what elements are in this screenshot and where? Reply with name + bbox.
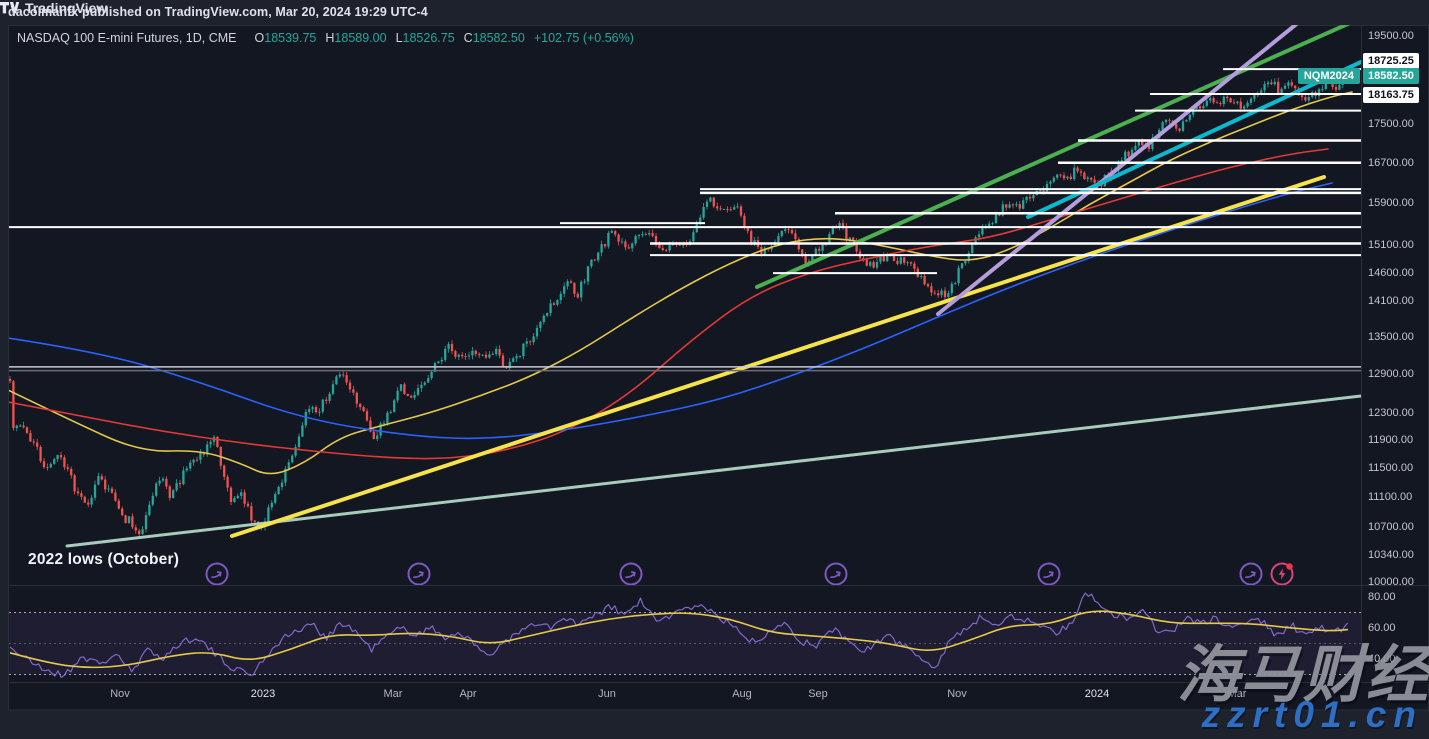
rsi-axis-tick[interactable]: 60.00 (1368, 622, 1396, 634)
time-axis-tick[interactable]: 2023 (250, 688, 276, 700)
flash-notification-icon[interactable] (1270, 562, 1294, 586)
price-axis-tick[interactable]: 14100.00 (1368, 295, 1414, 308)
ohlc-high-label: H (325, 31, 335, 45)
time-axis-tick[interactable]: Apr (459, 688, 477, 700)
trendline-primary-uptrend-yellow[interactable] (230, 175, 1326, 538)
rsi-axis-tick[interactable]: 80.00 (1368, 591, 1396, 603)
rsi-pane[interactable] (9, 592, 1361, 678)
time-axis-tick[interactable]: Nov (110, 688, 130, 700)
jump-arrow-marker-icon[interactable] (824, 562, 848, 586)
jump-arrow-marker-icon[interactable] (1239, 562, 1263, 586)
price-axis-tick[interactable]: 12900.00 (1368, 367, 1414, 380)
time-axis-tick[interactable]: Aug (732, 688, 752, 700)
ma-fast-yellow[interactable] (8, 91, 1353, 475)
rsi-line (9, 592, 1349, 678)
jump-arrow-marker-icon[interactable] (619, 562, 643, 586)
jump-arrow-marker-icon[interactable] (1037, 562, 1061, 586)
rsi-ma-line (9, 610, 1349, 669)
price-axis-tick[interactable]: 17500.00 (1368, 118, 1414, 131)
price-axis-tick[interactable]: 16700.00 (1368, 156, 1414, 169)
price-axis-tick[interactable]: 11900.00 (1368, 433, 1414, 446)
ohlc-close-label: C (463, 31, 473, 45)
ohlc-open-label: O (254, 31, 265, 45)
price-pane[interactable] (8, 5, 1361, 548)
ma-mid-red[interactable] (8, 148, 1329, 460)
last-price-badge: 18582.50 (1363, 68, 1419, 84)
ohlc-close-value: 18582.50 (472, 31, 525, 45)
symbol-title: NASDAQ 100 E-mini Futures, 1D, CME (17, 31, 237, 45)
publish-byline: dacolmanfx published on TradingView.com,… (8, 5, 428, 19)
rsi-axis-tick[interactable]: 40.00 (1368, 653, 1396, 665)
ohlc-open-value: 18539.75 (264, 31, 317, 45)
price-axis-tick[interactable]: 11100.00 (1368, 490, 1413, 503)
chart-text-annotation[interactable]: 2022 lows (October) (28, 551, 180, 568)
trendline-accelerated-trend-purple[interactable] (936, 5, 1320, 316)
price-axis-tick[interactable]: 13500.00 (1368, 330, 1414, 343)
ohlc-low-value: 18526.75 (402, 31, 455, 45)
time-axis-tick[interactable]: 2024 (1084, 688, 1110, 700)
ohlc-high-value: 18589.00 (334, 31, 387, 45)
price-axis-tick[interactable]: 10340.00 (1368, 548, 1414, 561)
price-axis-tick[interactable]: 15900.00 (1368, 196, 1414, 209)
tradingview-logo-text: TradingView (25, 0, 108, 16)
price-axis-tick[interactable]: 19500.00 (1368, 30, 1414, 42)
price-axis-tick[interactable]: 11500.00 (1368, 461, 1414, 474)
tradingview-logo[interactable]: TradingView (0, 0, 1429, 16)
time-axis-tick[interactable]: Sep (808, 688, 828, 700)
price-axis-tick[interactable]: 15100.00 (1368, 239, 1414, 252)
watermark-url: zzrt01.cn (1201, 694, 1423, 735)
price-level-badge-upper: 18725.25 (1363, 53, 1419, 69)
change-value: +102.75 (+0.56%) (533, 31, 634, 45)
jump-arrow-marker-icon[interactable] (205, 562, 229, 586)
price-level-badge-lower: 18163.75 (1363, 87, 1419, 103)
time-axis-tick[interactable]: Nov (947, 688, 967, 700)
price-axis-tick[interactable]: 14600.00 (1368, 266, 1414, 279)
price-axis-tick[interactable]: 10000.00 (1368, 576, 1414, 588)
jump-arrow-marker-icon[interactable] (407, 562, 431, 586)
price-axis-tick[interactable]: 12300.00 (1368, 406, 1414, 419)
watermark-cn: 海马财经 (1176, 641, 1429, 710)
ma-slow-blue[interactable] (8, 182, 1333, 440)
time-axis-tick[interactable]: Mar (1227, 688, 1247, 700)
contract-tag-badge: NQM2024 (1297, 68, 1360, 84)
ohlc-low-label: L (395, 31, 403, 45)
time-axis-tick[interactable]: Mar (383, 688, 403, 700)
time-axis-tick[interactable]: Jun (598, 688, 616, 700)
chart-legend: NASDAQ 100 E-mini Futures, 1D, CME O18539… (17, 31, 634, 45)
tradingview-logo-icon (0, 2, 19, 14)
price-axis-tick[interactable]: 10700.00 (1368, 520, 1414, 533)
